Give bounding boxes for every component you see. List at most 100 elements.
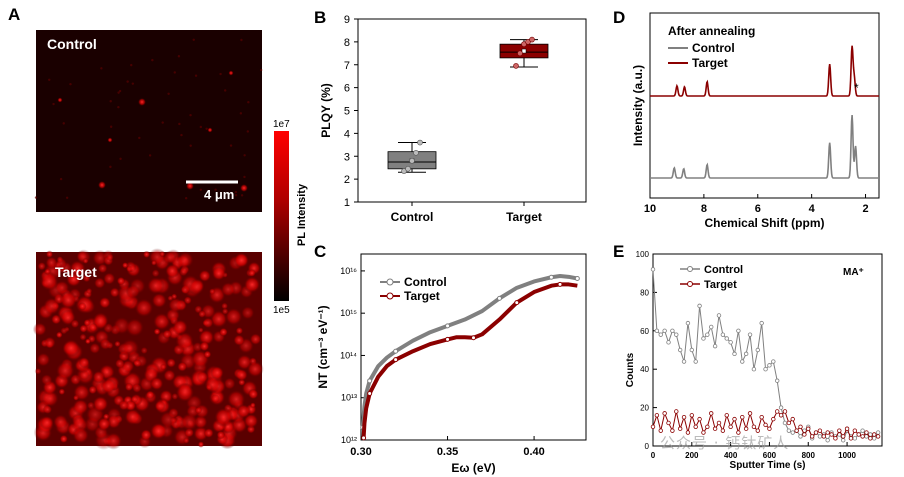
pl-bright-spot <box>240 184 248 192</box>
pl-grain <box>78 302 87 311</box>
e-xtick-label: 600 <box>763 451 777 460</box>
e-series-line <box>652 269 879 442</box>
pl-grain <box>235 326 244 335</box>
pl-grain <box>176 250 195 269</box>
e-point <box>778 413 784 418</box>
e-point <box>860 434 865 439</box>
e-point <box>740 415 745 420</box>
pl-grain <box>35 352 51 368</box>
pl-grain <box>162 368 177 383</box>
panel-d-nmr-chart: 10 8 6 4 2 Chemical Shift (ppm) Intensity (a.u… <box>631 12 880 230</box>
panel-b-box-chart: 1 2 3 4 5 6 7 8 9 PLQY (%) Control Target <box>319 14 587 224</box>
pl-control-label: Control <box>47 36 97 52</box>
pl-grain <box>54 257 68 270</box>
pl-noise-dot <box>247 101 250 104</box>
e-point <box>852 436 858 441</box>
e-point <box>743 351 749 357</box>
pl-grain <box>102 272 116 286</box>
c-point <box>393 357 399 363</box>
e-point <box>732 351 737 357</box>
pl-grain <box>121 261 129 269</box>
e-point <box>709 324 714 330</box>
colorbar <box>274 131 289 301</box>
pl-noise-dot <box>109 165 112 169</box>
e-point <box>825 438 830 443</box>
b-point <box>409 158 415 164</box>
pl-noise-dot <box>161 121 164 124</box>
pl-grain <box>249 332 262 346</box>
pl-bright-spot <box>57 97 63 103</box>
pl-grain <box>40 373 53 387</box>
d-xtick-label: 6 <box>755 203 761 215</box>
e-ytick-label: 100 <box>636 250 650 259</box>
pl-grain <box>55 360 76 381</box>
pl-noise-dot <box>199 125 203 129</box>
pl-grain <box>124 317 145 338</box>
pl-grain <box>98 296 112 309</box>
pl-grain <box>114 358 126 369</box>
pl-noise-dot <box>246 130 250 133</box>
pl-grain <box>123 408 142 426</box>
e-point <box>771 359 776 364</box>
pl-noise-dot <box>243 175 246 179</box>
e-point <box>743 426 749 431</box>
e-point <box>802 432 807 437</box>
scale-bar-label: 4 μm <box>204 187 234 202</box>
pl-noise-dot <box>189 144 192 147</box>
c-point <box>367 391 373 396</box>
e-axis-frame <box>652 253 883 447</box>
pl-noise-dot <box>109 100 112 103</box>
e-point <box>728 340 733 345</box>
e-point <box>872 436 877 441</box>
panel-label-c: C <box>314 242 326 261</box>
pl-grain <box>42 404 53 415</box>
e-point <box>817 428 823 433</box>
e-point <box>662 328 667 333</box>
pl-noise-dot <box>199 188 203 191</box>
pl-noise-dot <box>259 68 263 72</box>
d-legend-label: Control <box>692 41 735 55</box>
e-legend-label: Target <box>704 279 737 291</box>
pl-grain <box>150 259 157 266</box>
e-point <box>872 432 877 437</box>
watermark: 公众号 · 钙钛矿人 <box>660 434 790 452</box>
colorbar-axis-label: PL Intensity <box>296 183 308 246</box>
pl-bright-spot <box>138 98 146 106</box>
c-ytick-label: 10¹³ <box>341 393 357 403</box>
pl-grain <box>100 378 117 395</box>
c-point <box>496 295 502 301</box>
panel-a <box>32 30 289 450</box>
c-axis-frame <box>360 253 587 441</box>
pl-noise-dot <box>119 157 122 161</box>
e-point <box>767 363 772 368</box>
e-point <box>817 434 823 439</box>
pl-grain <box>114 340 121 348</box>
pl-grain <box>176 361 188 373</box>
pl-grain <box>70 319 80 329</box>
e-point <box>829 432 834 437</box>
pl-grain <box>133 359 142 368</box>
pl-grain <box>236 403 252 419</box>
b-ytick-label: 5 <box>344 106 350 118</box>
e-point <box>747 332 753 337</box>
e-point <box>751 424 757 429</box>
c-ytick-label: 10¹⁵ <box>340 308 357 318</box>
pl-grain <box>224 307 243 326</box>
e-point <box>790 416 795 422</box>
pl-grain <box>34 367 42 375</box>
pl-grain <box>83 318 91 327</box>
pl-noise-dot <box>126 80 129 83</box>
pl-grain <box>32 322 48 337</box>
e-point <box>833 436 838 441</box>
pl-grain <box>249 402 256 409</box>
pl-grain <box>42 297 61 316</box>
pl-noise-dot <box>69 82 72 86</box>
pl-grain <box>125 284 141 299</box>
e-point <box>759 320 764 326</box>
d-series-line <box>650 115 879 179</box>
e-point <box>794 428 799 433</box>
c-legend-label: Control <box>404 275 447 289</box>
b-point <box>513 63 519 69</box>
pl-map-control <box>36 30 262 212</box>
b-point <box>405 166 411 172</box>
